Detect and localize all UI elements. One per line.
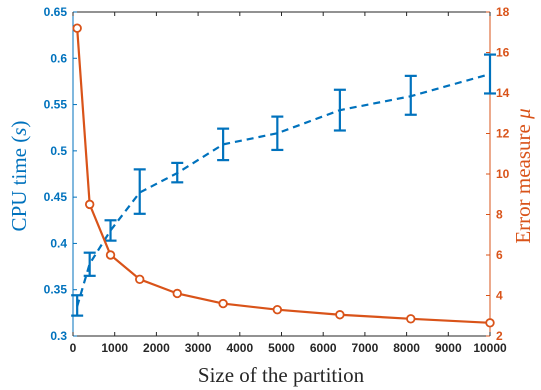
x-tick-label: 10000	[473, 341, 507, 355]
x-tick-label: 9000	[435, 341, 462, 355]
left-tick-label: 0.5	[50, 144, 67, 158]
cpu-time-errorbar	[484, 53, 496, 95]
x-tick-label: 0	[70, 341, 77, 355]
left-y-axis: 0.3 0.35 0.4 0.45 0.5 0.55 0.6 0.65	[44, 5, 77, 343]
x-tick-label: 2000	[143, 341, 170, 355]
cpu-time-errorbar	[83, 251, 96, 277]
right-tick-label: 14	[496, 86, 510, 100]
left-tick-label: 0.35	[44, 283, 68, 297]
cpu-time-errorbar	[133, 168, 146, 215]
x-tick-label: 3000	[185, 341, 212, 355]
cpu-time-errorbar	[71, 294, 84, 317]
right-tick-label: 10	[496, 167, 510, 181]
cpu-time-errorbar	[171, 161, 184, 184]
error-measure-point	[485, 318, 495, 328]
left-tick-label: 0.3	[50, 329, 67, 343]
error-measure-point	[406, 314, 416, 324]
error-measure-line	[76, 28, 491, 324]
x-tick-label: 5000	[268, 341, 295, 355]
right-tick-label: 16	[496, 46, 510, 60]
x-tick-label: 1000	[101, 341, 128, 355]
error-measure-point	[272, 304, 283, 315]
x-tick-label: 7000	[352, 341, 379, 355]
left-tick-label: 0.6	[50, 51, 67, 65]
x-tick-label: 8000	[393, 341, 420, 355]
error-measure-point	[335, 310, 345, 320]
cpu-time-line	[76, 72, 491, 307]
error-measure-series	[72, 23, 495, 328]
left-y-axis-label: CPU time (s)	[7, 121, 31, 232]
right-y-axis-label: Error measure μ	[511, 108, 535, 243]
cpu-time-errorbar	[333, 88, 346, 132]
cpu-time-errorbar	[271, 115, 284, 152]
cpu-time-errorbar	[104, 219, 117, 242]
error-measure-point	[72, 23, 82, 33]
plot-area	[73, 11, 490, 337]
x-tick-label: 4000	[226, 341, 253, 355]
error-measure-point	[218, 298, 228, 309]
right-tick-label: 8	[496, 208, 503, 222]
x-axis: 0 1000 2000 3000 4000 5000 6000 7000 8000 9000 100…	[70, 12, 507, 355]
left-tick-label: 0.4	[50, 236, 67, 250]
cpu-time-series	[71, 53, 496, 317]
cpu-time-errorbar	[217, 127, 230, 162]
right-tick-label: 12	[496, 127, 510, 141]
right-tick-label: 18	[496, 5, 510, 19]
right-tick-label: 4	[496, 289, 503, 303]
error-measure-point	[172, 288, 182, 299]
x-axis-label: Size of the partition	[198, 363, 365, 387]
left-tick-label: 0.45	[44, 190, 68, 204]
error-measure-point	[135, 274, 145, 284]
error-measure-point	[84, 199, 95, 210]
left-tick-label: 0.65	[44, 5, 68, 19]
right-tick-label: 6	[496, 248, 503, 262]
right-tick-label: 2	[496, 329, 503, 343]
error-measure-point	[105, 250, 116, 260]
left-tick-label: 0.55	[44, 98, 68, 112]
cpu-time-errorbar	[404, 74, 417, 116]
x-tick-label: 6000	[310, 341, 337, 355]
